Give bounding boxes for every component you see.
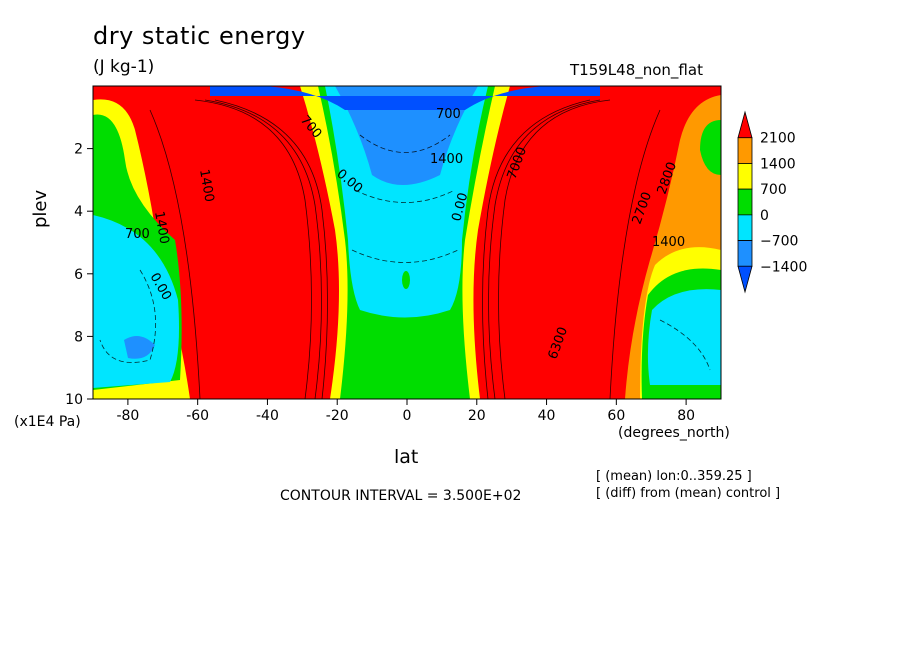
y-tick-label: 6 [74,267,83,283]
colorbar-swatch [737,137,753,164]
x-tick-label: -80 [116,408,139,424]
x-tick-label: -20 [326,408,349,424]
note-diff-control: [ (diff) from (mean) control ] [596,486,781,501]
chart-units: (J kg-1) [93,57,155,77]
contour-label: 1400 [151,210,172,245]
note-lon-mean: [ (mean) lon:0..359.25 ] [596,469,752,484]
colorbar-swatch [737,188,753,216]
y-tick-label: 8 [74,329,83,345]
x-axis-label: lat [394,446,419,468]
contour-interval-text: CONTOUR INTERVAL = 3.500E+02 [280,488,522,504]
colorbar-label: 700 [760,182,787,198]
x-tick-label: 80 [677,408,695,424]
x-tick-label: 20 [468,408,486,424]
x-tick-label: -40 [256,408,279,424]
contour-field [93,86,721,399]
colorbar: 2100 1400 700 0 −700 −1400 [737,110,807,294]
colorbar-label: 2100 [760,131,796,147]
contour-label: 700 [125,227,150,242]
colorbar-swatch [737,265,753,294]
contour-label: 700 [436,107,461,122]
axis-ticks: -80 -60 -40 -20 0 20 40 60 80 2 4 6 8 10 [65,142,695,424]
colorbar-label: 1400 [760,156,796,172]
x-tick-label: -60 [186,408,209,424]
colorbar-label: −1400 [760,259,807,275]
contour-label: 1400 [430,152,463,167]
x-tick-label: 60 [607,408,625,424]
contour-label: 1400 [196,168,217,203]
x-tick-label: 0 [403,408,412,424]
chart-title: dry static energy [93,22,306,50]
colorbar-swatch [737,110,753,139]
y-tick-label: 2 [74,142,83,158]
colorbar-swatch [737,240,753,267]
y-tick-label: 4 [74,204,83,220]
contour-labels: 1400 700 0.00 700 1400 0.00 700 1400 700… [125,107,685,361]
y-tick-label: 10 [65,392,83,408]
x-tick-label: 40 [538,408,556,424]
contour-label: 0.00 [449,191,471,223]
colorbar-label: −700 [760,234,798,250]
x-axis-units: (degrees_north) [618,425,730,441]
y-axis-units: (x1E4 Pa) [14,414,81,430]
colorbar-label: 0 [760,208,769,224]
experiment-label: T159L48_non_flat [570,61,703,79]
colorbar-swatch [737,163,753,190]
contour-label: 1400 [652,235,685,250]
colorbar-swatch [737,214,753,241]
